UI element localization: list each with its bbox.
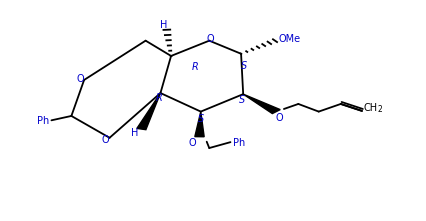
Text: S: S <box>241 61 247 70</box>
Text: O: O <box>206 34 214 44</box>
Text: R: R <box>156 93 163 103</box>
Polygon shape <box>243 94 279 114</box>
Text: Ph: Ph <box>37 116 49 126</box>
Text: CH: CH <box>363 103 377 113</box>
Text: Ph: Ph <box>232 138 244 148</box>
Text: 2: 2 <box>377 105 382 114</box>
Text: O: O <box>187 138 195 148</box>
Text: R: R <box>191 62 198 72</box>
Polygon shape <box>137 93 160 130</box>
Polygon shape <box>194 112 204 137</box>
Text: S: S <box>197 114 204 124</box>
Text: H: H <box>159 20 167 30</box>
Text: S: S <box>239 95 245 105</box>
Text: O: O <box>275 113 282 123</box>
Text: H: H <box>131 128 138 138</box>
Text: O: O <box>102 135 109 145</box>
Text: OMe: OMe <box>278 34 300 44</box>
Text: O: O <box>77 74 84 84</box>
